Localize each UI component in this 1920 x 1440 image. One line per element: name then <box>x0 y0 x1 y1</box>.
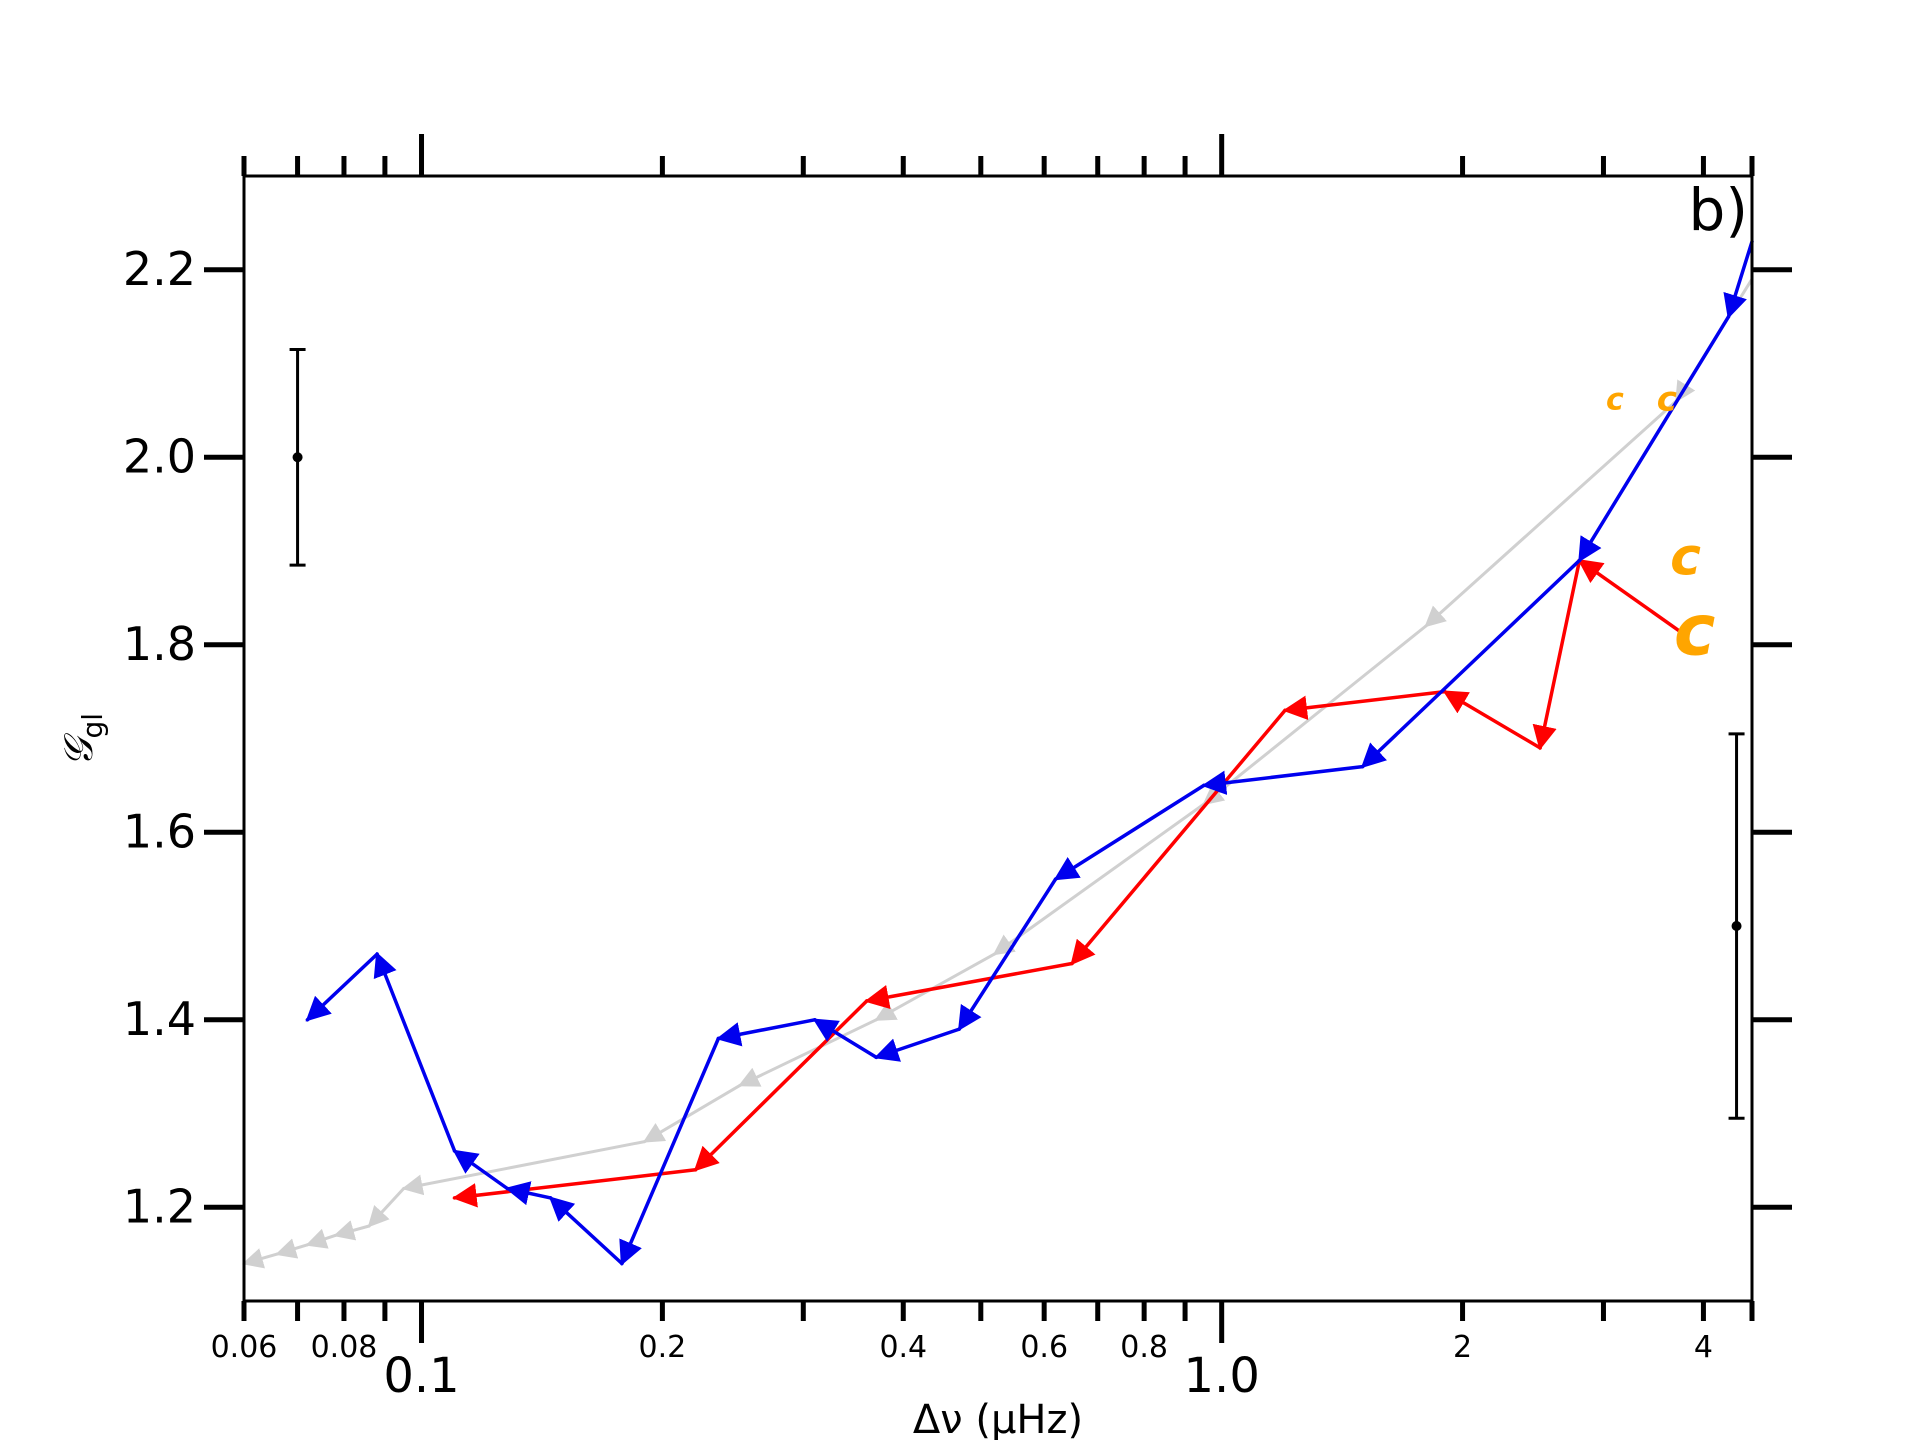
series-blue-segment-1 <box>1577 314 1731 563</box>
series-red <box>452 558 1688 1208</box>
series-blue-segment-13 <box>373 951 457 1153</box>
error-bar-1-point <box>1731 921 1742 931</box>
series-gray-segment-1 <box>1424 399 1678 628</box>
errorbar-layer <box>289 347 1745 1120</box>
series-red-segment-1 <box>1532 558 1582 751</box>
error-bar-1 <box>1728 732 1745 1120</box>
series-blue-segment-9 <box>619 1036 721 1266</box>
series-blue-segment-7 <box>812 1018 878 1060</box>
series-blue <box>305 239 1754 1266</box>
marker-c-2: c <box>1670 527 1701 587</box>
y-tick-label-0: 1.2 <box>123 1179 196 1233</box>
series-gray-segment-7 <box>401 1140 647 1196</box>
y-tick-label-4: 2.0 <box>123 429 196 483</box>
y-axis-label-sub: gl <box>76 713 109 739</box>
series-layer <box>241 239 1754 1269</box>
x-minor-tick-label-1: 0.08 <box>311 1330 378 1365</box>
x-major-tick-label-1: 1.0 <box>1184 1348 1260 1404</box>
series-red-segment-7 <box>452 1168 698 1208</box>
x-minor-tick-label-2: 0.2 <box>639 1330 687 1365</box>
marker-c-0: c <box>1606 383 1624 418</box>
x-minor-tick-label-6: 2 <box>1453 1330 1472 1365</box>
series-gray-segment-10 <box>305 1228 337 1249</box>
y-tick-label-1: 1.4 <box>123 992 196 1046</box>
series-gray-segment-6 <box>642 1083 742 1144</box>
series-gray-segment-9 <box>333 1220 371 1241</box>
series-blue-segment-11 <box>504 1181 553 1206</box>
series-gray-segment-5 <box>738 1018 878 1087</box>
marker-c-3: c <box>1674 589 1716 671</box>
series-gray-segment-12 <box>241 1248 279 1269</box>
series-red-segment-3 <box>1282 689 1447 720</box>
series-blue-segment-6 <box>873 1027 962 1062</box>
series-blue-segment-14 <box>305 952 379 1022</box>
series-red-segment-4 <box>1070 708 1287 966</box>
x-minor-tick-label-5: 0.8 <box>1120 1330 1168 1365</box>
series-blue-segment-5 <box>957 877 1058 1032</box>
y-axis-label: 𝒢gl <box>56 713 109 767</box>
series-gray <box>241 277 1754 1269</box>
error-bar-0-point <box>292 452 303 463</box>
label-layer: 1.2 1.4 1.6 1.8 2.0 2.2 0.06 0.08 0.2 0.4 0.6 0.8 2 4… <box>123 242 1713 1404</box>
series-blue-segment-12 <box>452 1149 510 1191</box>
series-red-segment-2 <box>1442 689 1542 750</box>
series-blue-segment-4 <box>1053 783 1206 881</box>
x-minor-tick-label-3: 0.4 <box>879 1330 927 1365</box>
series-red-segment-0 <box>1577 558 1688 638</box>
marker-layer: c ccc <box>1606 380 1715 672</box>
series-gray-segment-2 <box>1202 624 1428 806</box>
series-blue-segment-2 <box>1360 558 1582 769</box>
x-minor-tick-label-4: 0.6 <box>1020 1330 1068 1365</box>
plot-frame <box>242 174 1754 1303</box>
x-minor-tick-label-0: 0.06 <box>211 1330 278 1365</box>
series-blue-segment-3 <box>1201 764 1365 795</box>
x-minor-tick-label-7: 4 <box>1694 1330 1713 1365</box>
series-blue-segment-8 <box>715 1018 817 1047</box>
series-blue-segment-0 <box>1723 239 1754 319</box>
marker-c-1: c <box>1657 380 1677 420</box>
series-red-segment-5 <box>864 961 1074 1010</box>
series-blue-segment-10 <box>548 1196 624 1266</box>
x-major-tick-label-0: 0.1 <box>383 1348 459 1404</box>
error-bar-0 <box>289 347 306 567</box>
y-tick-label-5: 2.2 <box>123 242 196 296</box>
y-tick-label-3: 1.8 <box>123 617 196 671</box>
series-gray-segment-11 <box>275 1238 309 1259</box>
series-gray-segment-3 <box>992 802 1206 956</box>
x-axis-label: Δν (μHz) <box>913 1397 1083 1440</box>
panel-label: b) <box>1689 176 1748 244</box>
y-tick-label-2: 1.6 <box>123 804 196 858</box>
tick-layer <box>204 134 1792 1343</box>
series-gray-segment-8 <box>367 1187 406 1228</box>
